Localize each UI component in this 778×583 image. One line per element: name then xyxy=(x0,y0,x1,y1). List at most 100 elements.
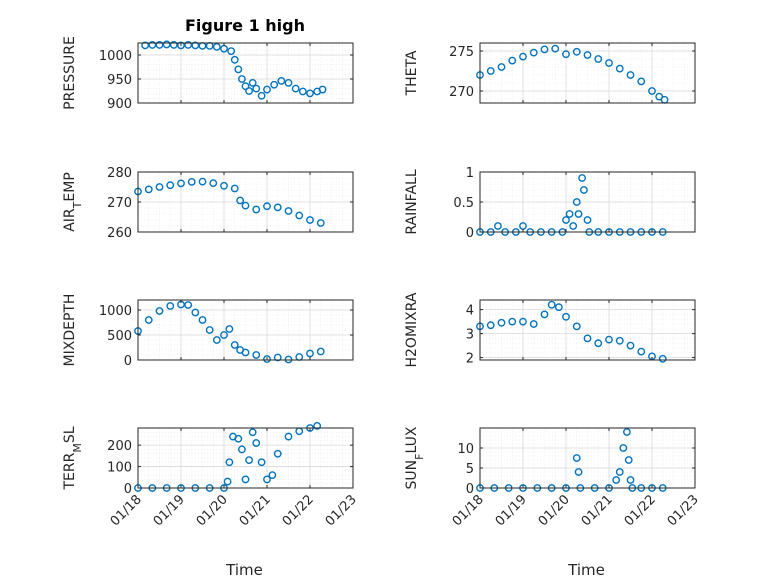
data-point xyxy=(238,445,246,454)
data-point xyxy=(273,353,282,362)
y-axis-label: MIXDEPTH xyxy=(62,294,78,367)
y-tick-label: 275 xyxy=(449,45,474,60)
data-point xyxy=(580,186,588,194)
subplot-mixdepth: 0 500 1000 MIXDEPTH xyxy=(62,294,354,369)
data-point xyxy=(284,432,293,441)
y-tick-label: 270 xyxy=(107,196,132,211)
data-point xyxy=(583,216,592,224)
data-point xyxy=(572,454,581,462)
data-point xyxy=(486,67,495,75)
data-point xyxy=(605,335,613,344)
y-tick-label: 0 xyxy=(466,226,474,241)
data-point xyxy=(166,181,175,190)
data-point xyxy=(148,41,157,49)
data-point xyxy=(241,475,250,484)
data-point xyxy=(519,317,527,326)
data-point xyxy=(273,203,282,212)
data-point xyxy=(529,320,538,328)
data-point xyxy=(594,55,603,63)
data-point xyxy=(245,456,253,465)
data-point xyxy=(562,50,570,59)
data-point xyxy=(551,44,560,53)
data-point xyxy=(268,471,277,480)
subplot-h2omixra: 2 3 4 H2OMIXRA xyxy=(404,292,696,368)
x-axis-label: Time xyxy=(225,561,263,579)
data-point xyxy=(241,201,250,210)
axes-box xyxy=(479,299,696,361)
data-point xyxy=(184,301,193,309)
data-point xyxy=(594,339,603,348)
y-tick-label: 270 xyxy=(449,85,474,100)
y-tick-label: 1000 xyxy=(99,49,132,64)
data-point xyxy=(565,210,574,218)
data-point xyxy=(263,202,271,211)
data-point xyxy=(177,41,185,50)
y-tick-label: 900 xyxy=(107,97,132,112)
data-point xyxy=(648,87,656,95)
data-point xyxy=(155,307,164,315)
data-point xyxy=(637,77,646,86)
y-axis-label: SUNFLUX xyxy=(404,426,426,489)
data-point xyxy=(658,354,667,363)
data-point xyxy=(273,449,282,458)
subplot-theta: 270 275 THETA xyxy=(404,42,696,104)
data-point xyxy=(191,41,200,50)
data-point xyxy=(298,87,307,96)
data-point xyxy=(615,336,624,345)
data-point xyxy=(562,216,570,224)
y-tick-label: 0.5 xyxy=(453,196,474,211)
data-point xyxy=(519,52,527,61)
y-tick-label: 2 xyxy=(466,352,474,367)
data-point xyxy=(615,64,624,73)
data-point xyxy=(270,80,279,89)
data-point xyxy=(295,211,304,220)
data-point xyxy=(225,325,234,333)
data-point xyxy=(547,300,556,309)
y-axis-label: PRESSURE xyxy=(62,36,78,110)
data-point xyxy=(230,55,239,64)
data-point xyxy=(144,185,153,194)
y-axis-label: H2OMIXRA xyxy=(404,292,420,367)
data-point xyxy=(141,41,150,50)
data-point xyxy=(583,334,592,343)
data-point xyxy=(316,347,325,356)
data-point xyxy=(263,475,271,484)
y-tick-label: 10 xyxy=(457,442,474,457)
data-point xyxy=(238,75,246,83)
data-point xyxy=(234,65,243,74)
data-point xyxy=(540,310,549,319)
data-point xyxy=(263,85,271,94)
data-point xyxy=(227,47,236,56)
data-point xyxy=(166,302,175,310)
data-point xyxy=(212,42,221,51)
y-axis-label: TERRMSL xyxy=(62,426,84,490)
data-point xyxy=(508,317,517,326)
y-axis-label: RAINFALL xyxy=(404,169,420,234)
data-point xyxy=(497,318,506,327)
data-point xyxy=(209,179,218,188)
y-tick-label: 260 xyxy=(107,226,132,241)
data-point xyxy=(497,63,506,71)
data-point xyxy=(252,84,261,93)
data-point xyxy=(574,468,583,476)
data-point xyxy=(230,341,239,349)
y-tick-label: 0 xyxy=(124,354,132,369)
data-point xyxy=(252,439,261,447)
data-point xyxy=(177,179,185,188)
data-point xyxy=(572,47,581,56)
data-point xyxy=(252,205,261,214)
data-point xyxy=(291,84,300,93)
data-point xyxy=(306,349,314,358)
data-point xyxy=(248,78,257,87)
data-point xyxy=(248,428,257,437)
data-point xyxy=(623,428,631,436)
y-tick-label: 1000 xyxy=(99,304,132,319)
axes-box xyxy=(479,427,696,489)
y-axis-label: AIRTEMP xyxy=(62,172,84,232)
y-tick-label: 0 xyxy=(124,482,132,497)
data-point xyxy=(316,219,325,227)
data-point xyxy=(626,476,635,484)
data-point xyxy=(624,456,633,464)
